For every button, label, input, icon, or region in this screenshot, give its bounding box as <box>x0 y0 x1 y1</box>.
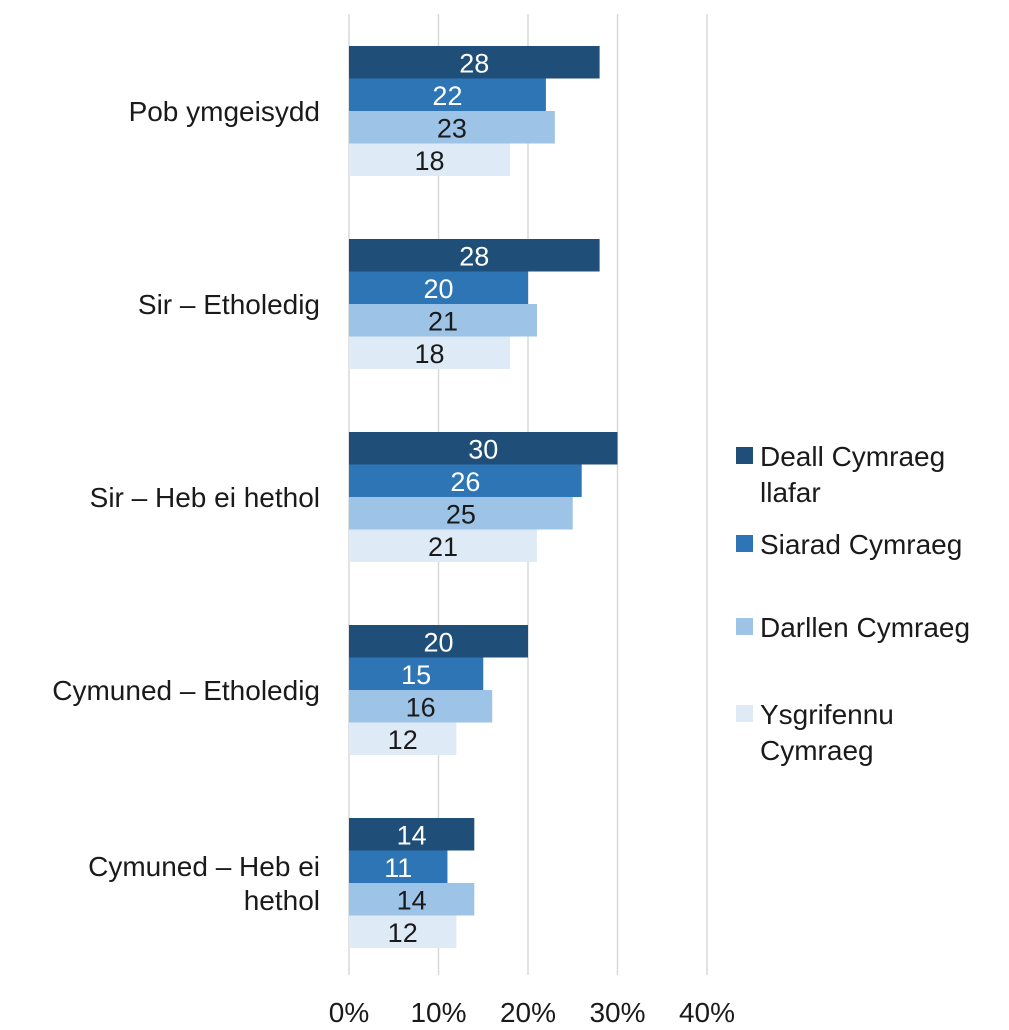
category-labels: Pob ymgeisydd Sir – Etholedig Sir – Heb ei… <box>52 96 320 916</box>
bar-value-label: 16 <box>406 692 436 722</box>
bar <box>349 883 475 916</box>
x-tick-label: 10% <box>410 997 466 1028</box>
legend-swatch <box>736 447 753 464</box>
bar-value-label: 22 <box>432 81 462 111</box>
bar-value-label: 18 <box>415 146 445 176</box>
bar <box>349 336 511 369</box>
bar-value-label: 18 <box>415 339 445 369</box>
bar-value-label: 12 <box>388 725 418 755</box>
bar <box>349 271 528 304</box>
bar-value-label: 28 <box>459 241 489 271</box>
legend-label: Ysgrifennu Cymraeg <box>760 699 894 766</box>
bar <box>349 915 457 948</box>
bar <box>349 143 511 176</box>
bar-value-label: 11 <box>384 853 412 883</box>
bar <box>349 722 457 755</box>
x-tick-label: 30% <box>589 997 645 1028</box>
bar <box>349 690 493 723</box>
bar <box>349 111 555 144</box>
bar-value-label: 21 <box>428 306 458 336</box>
bar <box>349 432 618 465</box>
bar <box>349 464 582 497</box>
bar <box>349 46 600 79</box>
legend-label: Darllen Cymraeg <box>760 612 970 643</box>
category-label: Cymuned – Etholedig <box>52 675 320 706</box>
bar-value-label: 28 <box>459 48 489 78</box>
bar-value-label: 25 <box>446 499 476 529</box>
bar-value-label: 15 <box>401 660 431 690</box>
bar-value-label: 21 <box>428 532 458 562</box>
legend-swatch <box>736 535 753 552</box>
bar <box>349 497 573 530</box>
legend-swatch <box>736 618 753 635</box>
x-tick-label: 0% <box>329 997 369 1028</box>
bar-value-label: 23 <box>437 113 467 143</box>
bar <box>349 239 600 272</box>
bar-value-label: 14 <box>397 885 427 915</box>
category-label: Sir – Heb ei hethol <box>90 482 320 513</box>
bar <box>349 78 546 111</box>
bar <box>349 529 537 562</box>
bar <box>349 625 528 658</box>
legend-label: Siarad Cymraeg <box>760 529 962 560</box>
x-tick-label: 40% <box>679 997 735 1028</box>
legend-label: Deall Cymraeg llafar <box>760 441 945 508</box>
bar-value-label: 20 <box>423 627 453 657</box>
bar <box>349 657 484 690</box>
category-label: Sir – Etholedig <box>138 289 320 320</box>
x-axis-ticks: 0% 10% 20% 30% 40% <box>329 997 735 1028</box>
bar-value-label: 20 <box>423 274 453 304</box>
bar-value-label: 12 <box>388 918 418 948</box>
legend: Deall Cymraeg llafar Siarad Cymraeg Darllen… <box>736 441 970 766</box>
bar <box>349 818 475 851</box>
category-label: Cymuned – Heb ei hethol <box>88 851 320 916</box>
bar-value-label: 14 <box>397 820 427 850</box>
bar-value-label: 26 <box>450 467 480 497</box>
x-tick-label: 20% <box>500 997 556 1028</box>
legend-swatch <box>736 705 753 722</box>
category-label: Pob ymgeisydd <box>129 96 320 127</box>
bar-value-label: 30 <box>468 434 498 464</box>
bar <box>349 850 448 883</box>
bar <box>349 304 537 337</box>
